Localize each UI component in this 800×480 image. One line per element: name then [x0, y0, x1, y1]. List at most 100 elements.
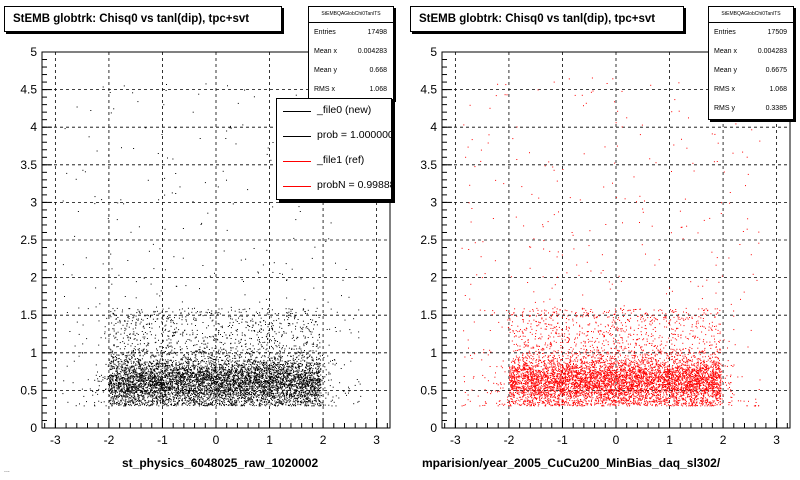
left-point [306, 358, 308, 360]
left-point [305, 380, 307, 382]
left-point [155, 355, 157, 357]
left-point [311, 402, 313, 404]
left-point [152, 381, 153, 383]
left-point [283, 396, 285, 397]
left-point [316, 371, 318, 373]
left-point [302, 320, 304, 322]
left-point [111, 392, 112, 394]
left-point [220, 383, 222, 385]
left-point [129, 390, 131, 392]
left-point [272, 369, 274, 371]
left-point [259, 384, 260, 386]
left-point [119, 386, 121, 387]
left-point [110, 364, 112, 366]
left-point [204, 378, 206, 380]
left-point [160, 400, 162, 402]
left-point [306, 393, 308, 395]
left-point [152, 395, 154, 397]
left-point [167, 377, 169, 379]
left-point [223, 332, 225, 334]
left-point [138, 395, 140, 397]
left-point [152, 355, 154, 357]
left-point [166, 386, 167, 388]
left-point [148, 369, 149, 371]
left-point [257, 349, 259, 351]
left-point [314, 389, 316, 391]
left-point [142, 348, 144, 350]
left-point [306, 341, 308, 343]
left-point [157, 400, 159, 402]
left-point [159, 392, 161, 394]
left-point [113, 363, 115, 365]
left-point [180, 376, 182, 377]
left-point [358, 337, 360, 339]
left-point [254, 376, 256, 378]
left-point [110, 376, 111, 378]
left-point [255, 395, 257, 397]
left-point [176, 388, 178, 390]
left-point [146, 374, 148, 376]
left-point [139, 374, 141, 376]
left-point [308, 390, 310, 392]
left-point [304, 372, 306, 373]
left-point [164, 194, 166, 196]
left-point [290, 366, 292, 368]
left-point [302, 354, 304, 356]
left-point [118, 388, 120, 390]
left-point [300, 375, 302, 377]
left-point [282, 366, 284, 368]
left-point [100, 337, 102, 339]
left-point [131, 381, 133, 383]
left-point [184, 377, 186, 379]
left-point [305, 386, 307, 388]
left-point [232, 384, 234, 385]
left-point [192, 201, 194, 203]
left-point [140, 364, 142, 366]
left-point [125, 369, 127, 371]
left-point [153, 390, 155, 391]
left-point [113, 353, 115, 355]
left-point [120, 328, 122, 330]
left-point [181, 384, 183, 386]
left-point [222, 401, 224, 403]
left-point [232, 347, 234, 349]
left-point [156, 387, 158, 389]
left-point [308, 404, 310, 406]
left-point [247, 358, 249, 360]
left-point [94, 379, 96, 381]
left-point [121, 352, 123, 354]
left-point [249, 394, 251, 396]
left-point [175, 360, 177, 361]
left-point [296, 338, 298, 340]
left-point [230, 332, 232, 334]
left-point [269, 373, 271, 374]
left-point [187, 378, 189, 380]
left-point [325, 392, 327, 394]
left-point [129, 333, 131, 335]
left-point [216, 356, 218, 358]
left-point [212, 360, 214, 362]
left-point [277, 402, 279, 403]
left-point [214, 359, 216, 361]
left-point [67, 401, 69, 403]
left-point [314, 387, 316, 389]
left-point [221, 383, 223, 384]
left-point [206, 389, 208, 391]
left-point [208, 391, 210, 393]
left-point [307, 400, 309, 402]
left-point [220, 390, 222, 391]
left-point [92, 391, 94, 392]
left-point [231, 400, 233, 402]
left-point [212, 378, 214, 380]
left-point [319, 363, 320, 365]
left-point [297, 394, 299, 396]
left-point [119, 322, 121, 324]
left-point [110, 351, 112, 353]
left-point [312, 346, 314, 347]
left-point [198, 374, 200, 376]
left-point [221, 382, 223, 383]
left-point [269, 388, 271, 390]
left-point [224, 386, 226, 388]
left-point [130, 387, 132, 389]
left-point [278, 380, 280, 382]
